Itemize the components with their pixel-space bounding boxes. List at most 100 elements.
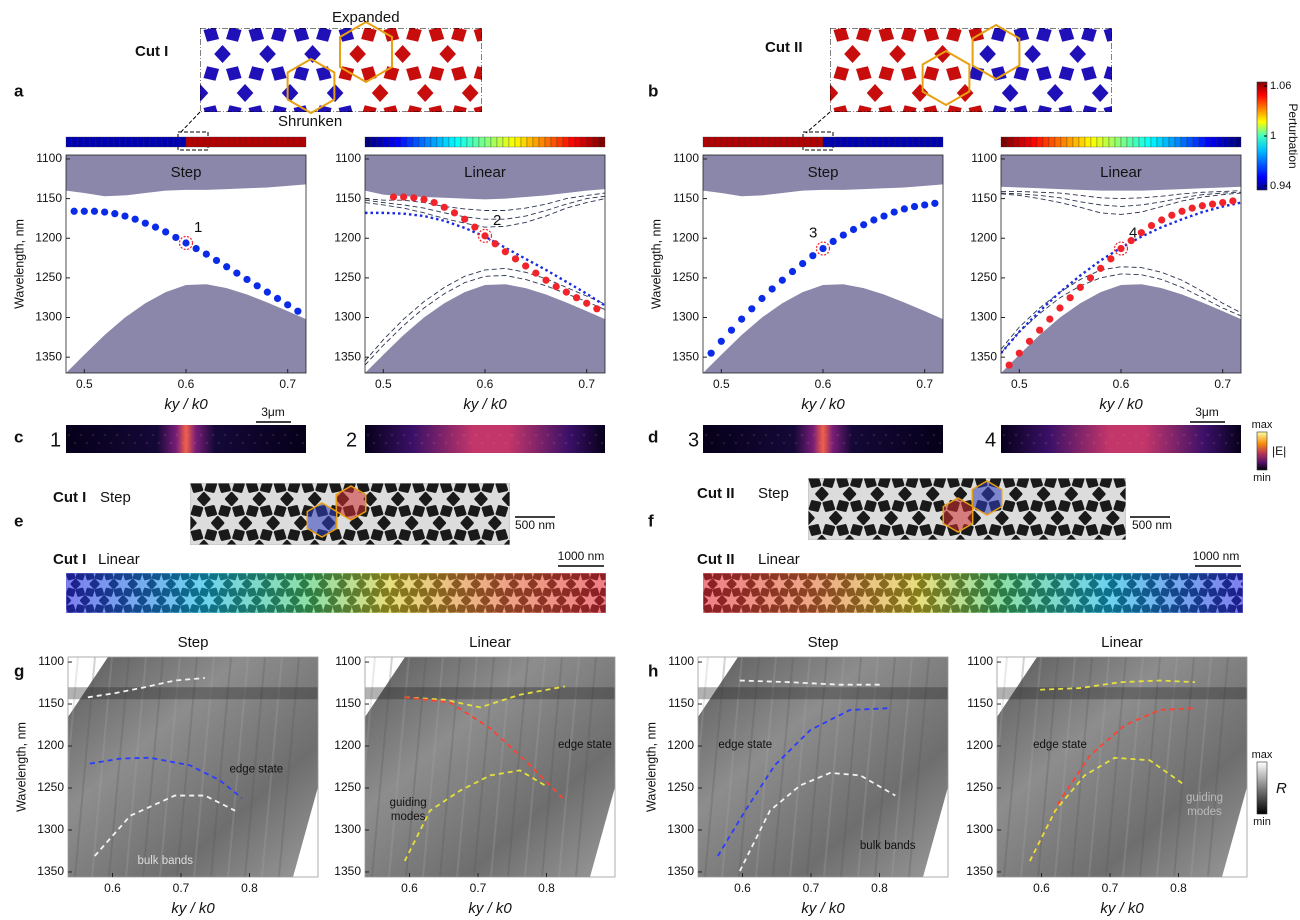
lattice-cell xyxy=(289,459,299,468)
field-dot xyxy=(1164,441,1168,445)
lattice-cell xyxy=(1024,45,1041,63)
lattice-cell xyxy=(935,454,945,463)
lattice-cell xyxy=(867,622,873,628)
lattice-cell xyxy=(372,556,378,562)
lattice-cell xyxy=(974,524,988,536)
lattice-cell xyxy=(338,66,355,81)
data-point xyxy=(748,305,756,313)
field-dot xyxy=(432,441,436,445)
perturbation-overlay xyxy=(703,573,1243,613)
lattice-cell xyxy=(976,454,986,463)
image-streak xyxy=(704,657,726,877)
lattice-cell xyxy=(483,555,493,564)
lattice-cell xyxy=(1248,606,1254,612)
data-point xyxy=(572,294,581,302)
lattice-cell xyxy=(1103,106,1112,112)
lattice-cell xyxy=(1257,573,1263,579)
lattice-cell xyxy=(1120,487,1126,501)
lattice-cell xyxy=(822,500,836,512)
field-dot xyxy=(1140,441,1144,445)
lattice-cell xyxy=(808,524,822,536)
lattice-cell xyxy=(952,622,958,628)
measurement-image xyxy=(365,657,615,877)
lattice-cell xyxy=(995,547,1002,554)
lattice-cell xyxy=(1128,547,1135,554)
field-dot xyxy=(932,433,936,437)
field-dot xyxy=(426,433,430,437)
lattice-cell xyxy=(981,622,987,628)
field-dot xyxy=(1194,433,1198,437)
lattice-cell xyxy=(207,611,211,613)
lattice-cell xyxy=(453,529,467,541)
lattice-cell xyxy=(331,459,341,468)
strip-cell xyxy=(1204,136,1212,148)
lattice-cell xyxy=(864,500,877,512)
plot-area xyxy=(365,657,615,877)
lattice-cell xyxy=(172,556,178,562)
lattice-cell xyxy=(789,537,799,548)
lattice-cell xyxy=(323,470,333,481)
lattice-cell xyxy=(933,524,946,536)
lattice-cell xyxy=(473,66,482,80)
lattice-cell xyxy=(866,550,876,559)
lattice-cell xyxy=(400,555,410,564)
image-streak xyxy=(244,657,266,877)
lattice-cell xyxy=(92,611,97,613)
lattice-cell xyxy=(1037,105,1052,112)
cut-label: Cut I xyxy=(53,489,86,506)
scale-label: 500 nm xyxy=(515,518,555,532)
lattice-cell xyxy=(144,556,150,562)
field-dot xyxy=(492,441,496,445)
image-streak xyxy=(125,657,147,877)
field-dot xyxy=(1014,433,1018,437)
field-dot xyxy=(1104,441,1108,445)
field-dot xyxy=(468,441,472,445)
field-dot xyxy=(902,441,906,445)
lattice-cell xyxy=(130,611,135,613)
lattice-cell xyxy=(1071,524,1085,536)
lattice-cell xyxy=(1143,478,1153,487)
data-point xyxy=(202,250,210,258)
lattice-cell xyxy=(383,105,398,112)
lattice-cell xyxy=(990,550,1000,559)
data-point xyxy=(481,232,489,240)
lattice-cell xyxy=(705,622,711,628)
lattice-cell xyxy=(487,622,493,628)
image-streak xyxy=(176,657,198,877)
lattice-cell xyxy=(539,507,549,516)
strip-cell xyxy=(846,136,854,148)
sem-type: Linear xyxy=(758,551,800,568)
field-dot xyxy=(896,433,900,437)
lattice-cell xyxy=(370,505,384,517)
y-tick-label: 1100 xyxy=(335,654,361,668)
colorbar-label: R xyxy=(1276,780,1287,797)
lattice-cell xyxy=(248,28,265,42)
lattice-cell xyxy=(384,0,400,3)
x-tick-label: 0.8 xyxy=(871,881,888,895)
strip-cell xyxy=(780,136,788,148)
x-tick-label: 0.7 xyxy=(916,377,933,391)
field-dot xyxy=(85,441,89,445)
strip-cell xyxy=(1030,136,1038,148)
lattice-cell xyxy=(525,555,535,564)
lattice-cell xyxy=(253,540,265,545)
lattice-cell xyxy=(428,28,445,42)
data-point xyxy=(758,294,766,303)
lattice-cell xyxy=(968,105,983,112)
data-point xyxy=(799,260,807,268)
field-dot xyxy=(872,433,876,437)
lattice-cell xyxy=(710,611,715,613)
plot-area xyxy=(1001,155,1241,373)
image-streak xyxy=(193,657,215,877)
lattice-cell xyxy=(428,66,445,81)
lattice-cell xyxy=(253,564,260,571)
field-dot xyxy=(277,441,281,445)
plot-title: Step xyxy=(171,164,202,181)
lattice-cell xyxy=(788,66,804,80)
lattice-cell xyxy=(412,483,425,493)
lattice-cell xyxy=(981,556,987,562)
lattice-cell xyxy=(857,556,863,562)
y-tick-label: 1100 xyxy=(971,151,997,165)
lattice-cell xyxy=(1058,105,1073,112)
lattice-cell xyxy=(899,535,911,540)
